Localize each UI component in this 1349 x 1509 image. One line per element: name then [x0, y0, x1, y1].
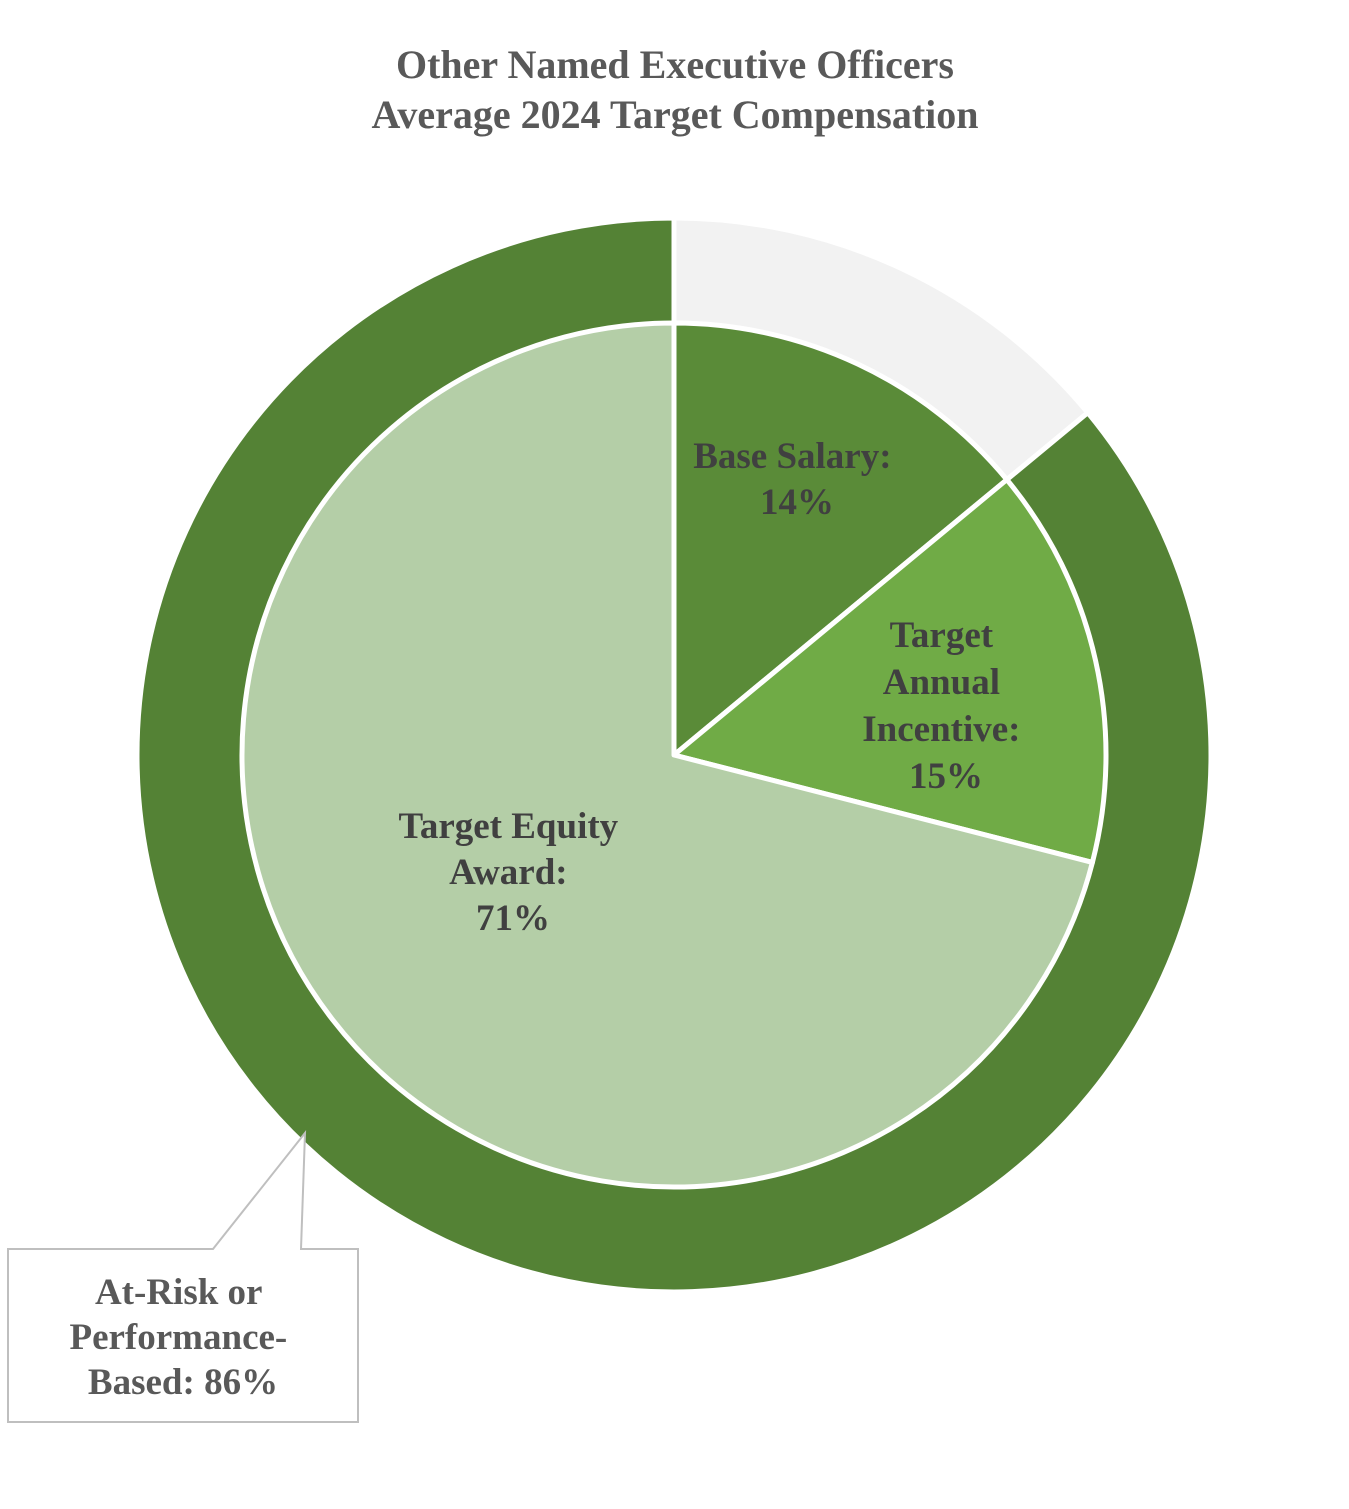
inner-pie-equity-slice — [239, 320, 1095, 1190]
target-annual-incentive-label: Target Annual Incentive: 15% — [862, 615, 1030, 797]
inner-pie — [239, 320, 1109, 1190]
chart-title: Other Named Executive Officers Average 2… — [372, 42, 979, 137]
inner-pie-base-slice — [671, 320, 1010, 758]
callout-text: At-Risk or Performance- Based: 86% — [69, 1272, 296, 1403]
target-equity-award-label: Target Equity Award: 71% — [399, 806, 628, 939]
inner-pie-annual-slice — [671, 477, 1109, 865]
chart-title-line-2: Average 2024 Target Compensation — [372, 92, 979, 137]
callout-box — [7, 1129, 359, 1423]
chart-title-line-1: Other Named Executive Officers — [396, 42, 954, 87]
slice-labels: Base Salary: 14% Target Annual Incentive… — [399, 436, 1030, 939]
base-salary-label: Base Salary: 14% — [693, 436, 901, 523]
at-risk-callout: At-Risk or Performance- Based: 86% — [7, 1129, 359, 1423]
